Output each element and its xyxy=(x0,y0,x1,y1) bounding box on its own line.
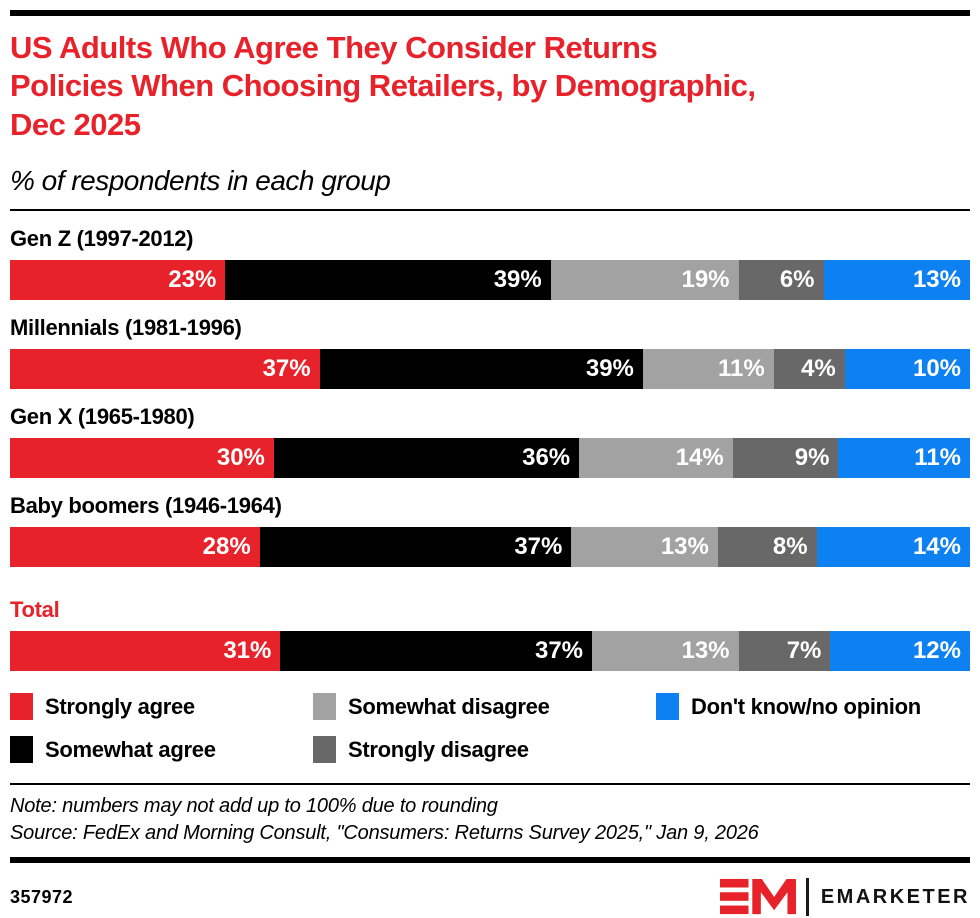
bar-segment: 30% xyxy=(10,438,274,479)
bar-segment: 14% xyxy=(579,438,733,479)
stacked-bar: 28% 37% 13% 8% 14% xyxy=(10,527,970,568)
segment-value: 37% xyxy=(514,533,563,561)
bar-segment: 37% xyxy=(10,349,320,390)
category-label: Gen X (1965-1980) xyxy=(10,404,195,430)
segment-value: 37% xyxy=(534,637,584,665)
bar-segment: 9% xyxy=(732,438,839,479)
segment-value: 28% xyxy=(202,533,251,561)
legend-label: Strongly disagree xyxy=(348,736,529,762)
chart-rows: Gen Z (1997-2012) 23% 39% 19% 6% 13% Millennia… xyxy=(10,226,971,672)
segment-value: 10% xyxy=(912,355,962,383)
chart-note: Note: numbers may not add up to 100% due… xyxy=(10,795,498,818)
top-rule xyxy=(10,10,970,16)
header-divider xyxy=(10,209,970,212)
note-block: Note: numbers may not add up to 100% due… xyxy=(10,793,970,847)
bar-segment: 37% xyxy=(280,631,593,672)
category-label: Baby boomers (1946-1964) xyxy=(10,493,282,519)
bar-segment: 14% xyxy=(816,527,970,568)
bar-segment: 36% xyxy=(273,438,580,479)
logo-divider xyxy=(805,878,809,917)
legend-label: Somewhat disagree xyxy=(348,693,550,719)
legend-swatch-icon xyxy=(10,693,33,721)
legend-swatch-icon xyxy=(313,693,336,721)
segment-value: 13% xyxy=(912,266,961,294)
category-label: Gen Z (1997-2012) xyxy=(10,226,194,252)
bar-segment: 13% xyxy=(823,260,970,301)
legend-item: Somewhat disagree xyxy=(313,693,656,721)
bar-segment: 39% xyxy=(225,260,551,301)
segment-value: 14% xyxy=(675,444,724,472)
legend-label: Somewhat agree xyxy=(45,736,216,762)
segment-value: 6% xyxy=(779,266,815,294)
bar-segment: 37% xyxy=(259,527,572,568)
segment-value: 11% xyxy=(914,444,962,472)
bar-segment: 23% xyxy=(10,260,226,301)
segment-value: 8% xyxy=(772,533,808,561)
bar-segment: 31% xyxy=(10,631,281,672)
segment-value: 19% xyxy=(681,266,730,294)
chart-id: 357972 xyxy=(10,886,74,907)
bar-segment: 19% xyxy=(550,260,739,301)
footer-divider xyxy=(10,857,970,864)
bar-segment: 12% xyxy=(830,631,970,672)
segment-value: 37% xyxy=(262,355,311,383)
bar-segment: 6% xyxy=(738,260,824,301)
emarketer-logo: EMARKETER xyxy=(719,877,970,917)
bar-segment: 11% xyxy=(838,438,971,479)
stacked-bar: 31% 37% 13% 7% 12% xyxy=(10,631,970,672)
legend-swatch-icon xyxy=(10,736,33,764)
legend-item: Strongly agree xyxy=(10,693,313,721)
stacked-bar: 23% 39% 19% 6% 13% xyxy=(10,260,970,301)
legend-swatch-icon xyxy=(313,736,336,764)
segment-value: 31% xyxy=(223,637,272,665)
chart-subtitle: % of respondents in each group xyxy=(10,165,391,197)
segment-value: 13% xyxy=(660,533,709,561)
segment-value: 4% xyxy=(801,355,836,383)
note-divider xyxy=(10,783,970,786)
legend-label: Strongly agree xyxy=(45,693,195,719)
bar-segment: 13% xyxy=(571,527,718,568)
em-logo-icon xyxy=(719,879,796,915)
legend-swatch-icon xyxy=(656,693,679,721)
bar-segment: 28% xyxy=(10,527,260,568)
segment-value: 7% xyxy=(786,637,822,665)
segment-value: 12% xyxy=(912,637,961,665)
bar-segment: 4% xyxy=(773,349,845,390)
bar-segment: 7% xyxy=(738,631,831,672)
segment-value: 30% xyxy=(216,444,265,472)
bar-segment: 11% xyxy=(642,349,774,390)
segment-value: 13% xyxy=(681,637,730,665)
legend-item: Strongly disagree xyxy=(313,736,656,764)
footer-bar: 357972 EMARKETER xyxy=(10,877,970,917)
bar-segment: 8% xyxy=(717,527,817,568)
legend-item: Somewhat agree xyxy=(10,736,313,764)
segment-value: 36% xyxy=(522,444,571,472)
brand-name: EMARKETER xyxy=(820,885,970,908)
segment-value: 11% xyxy=(717,355,765,383)
segment-value: 39% xyxy=(493,266,542,294)
legend-label: Don't know/no opinion xyxy=(691,693,921,719)
bar-segment: 10% xyxy=(844,349,971,390)
segment-value: 14% xyxy=(912,533,961,561)
legend-item: Don't know/no opinion xyxy=(656,693,970,721)
bar-segment: 39% xyxy=(319,349,643,390)
segment-value: 39% xyxy=(585,355,634,383)
chart-source: Source: FedEx and Morning Consult, "Cons… xyxy=(10,822,759,845)
chart-title: US Adults Who Agree They Consider Return… xyxy=(10,30,756,142)
category-label: Millennials (1981-1996) xyxy=(10,315,242,341)
chart-legend: Strongly agree Somewhat disagree Don't kno… xyxy=(10,693,970,764)
stacked-bar: 37% 39% 11% 4% 10% xyxy=(10,349,971,390)
category-label: Total xyxy=(10,597,60,623)
segment-value: 23% xyxy=(168,266,217,294)
segment-value: 9% xyxy=(794,444,830,472)
stacked-bar: 30% 36% 14% 9% 11% xyxy=(10,438,971,479)
bar-segment: 13% xyxy=(592,631,739,672)
